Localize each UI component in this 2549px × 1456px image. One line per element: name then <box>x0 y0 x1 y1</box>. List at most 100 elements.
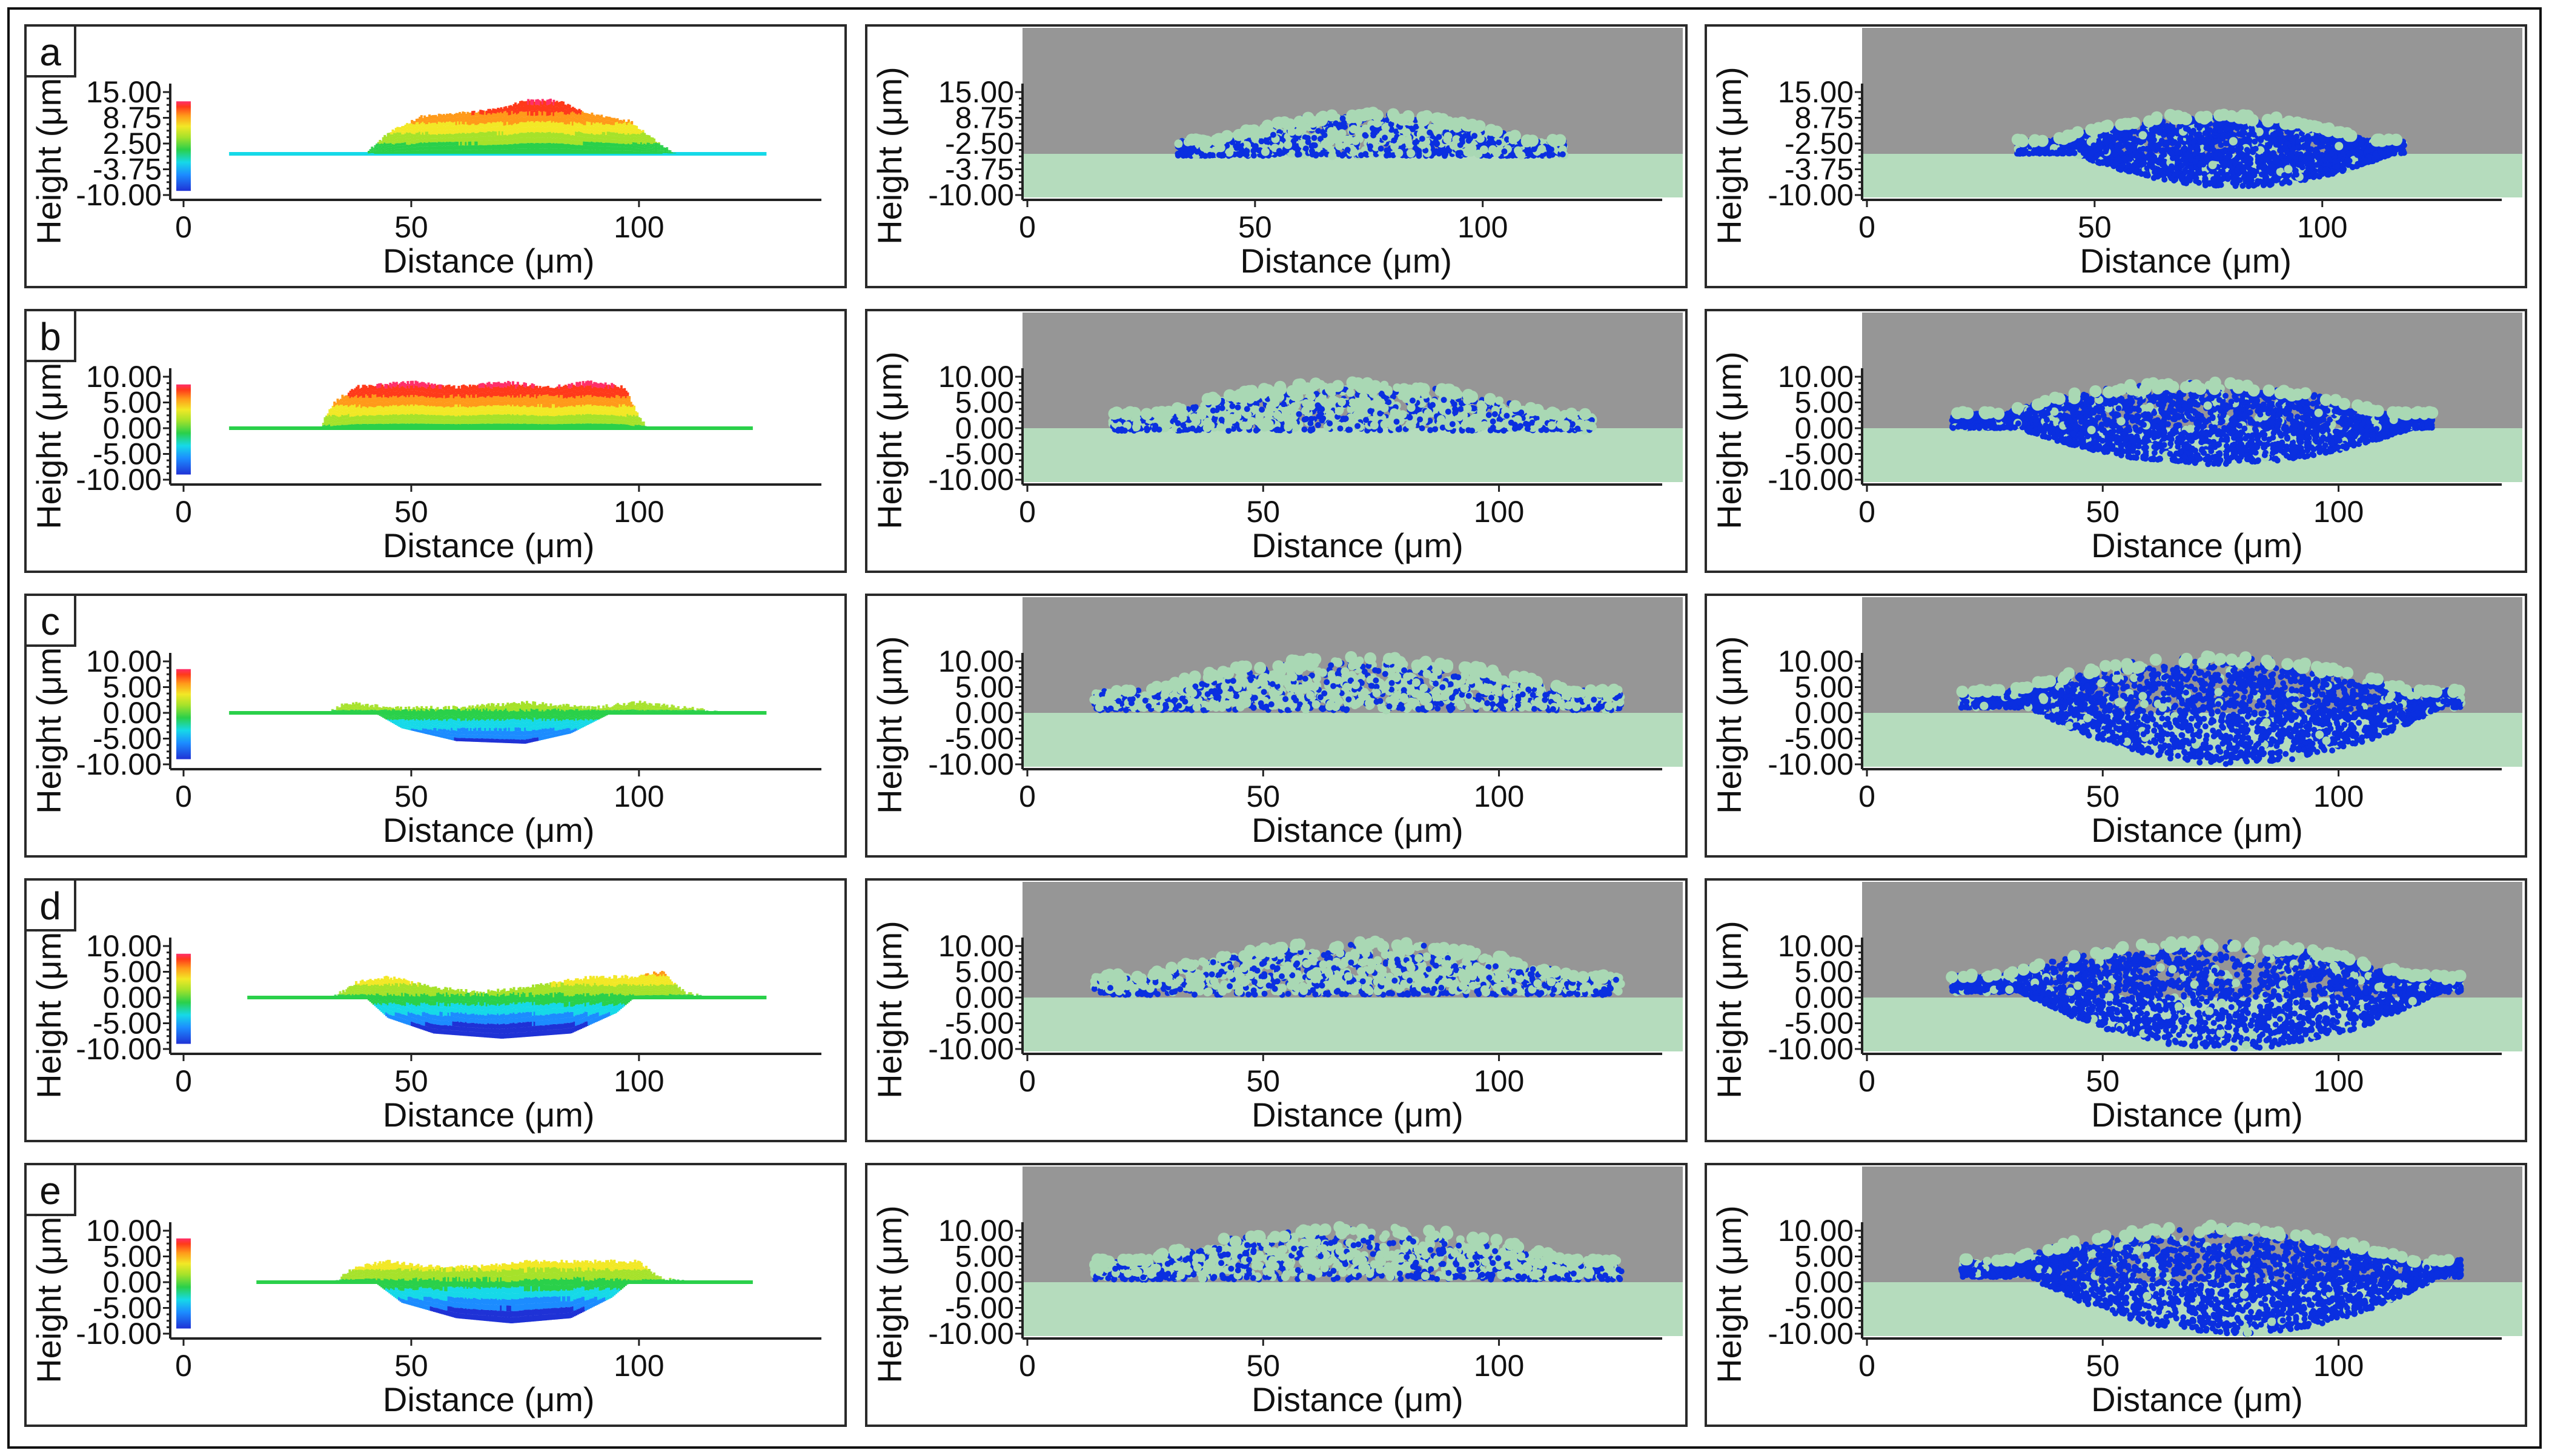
particle-green <box>1491 125 1503 138</box>
particle-blue <box>1220 152 1227 159</box>
particle-blue <box>1333 120 1339 127</box>
panel-a-sim-top: 15.008.75-2.50-3.75-10.000 50 100Distance … <box>865 24 1688 288</box>
x-tick-label: 0 <box>175 210 192 244</box>
particle-blue <box>1384 152 1390 159</box>
particle-green <box>1546 134 1559 146</box>
particle-blue <box>1419 136 1425 142</box>
particle-green <box>1284 141 1293 150</box>
particle-blue <box>1311 134 1318 141</box>
panel-a-profile: 15.008.752.50-3.75-10.00 0 50 100 Distance (… <box>24 24 847 288</box>
particle-blue <box>1302 145 1309 152</box>
particle-blue <box>1525 150 1531 157</box>
particle-blue <box>1270 131 1276 138</box>
particle-green <box>1327 127 1336 136</box>
particle-blue <box>1178 151 1185 157</box>
row-label-box <box>24 24 76 78</box>
particle-green <box>1509 130 1521 142</box>
particle-green <box>1419 141 1427 149</box>
x-tick-label: 0 <box>1019 210 1036 244</box>
particle-blue <box>1367 143 1373 150</box>
particle-green <box>1394 148 1404 157</box>
outer-border <box>7 7 2542 1449</box>
particle-green <box>1325 109 1338 122</box>
particle-blue <box>1202 153 1208 159</box>
y-axis-label: Height (μm) <box>30 67 68 245</box>
particle-blue <box>1440 147 1447 153</box>
particle-blue <box>1391 137 1397 144</box>
particle-green <box>1397 134 1407 144</box>
particle-cloud <box>1174 107 1569 160</box>
particle-green <box>1328 151 1337 160</box>
particle-blue <box>1294 146 1301 153</box>
particle-green <box>1243 125 1255 138</box>
particle-green <box>1437 116 1450 128</box>
particle-blue <box>1547 151 1554 157</box>
particle-green <box>1351 136 1360 145</box>
particle-blue <box>1559 151 1566 157</box>
particle-blue <box>1501 148 1508 154</box>
y-tick-label: 15.00 <box>86 75 162 109</box>
particle-blue <box>1382 134 1388 141</box>
particle-blue <box>1258 138 1265 145</box>
particle-blue <box>1471 133 1478 139</box>
particle-green <box>1174 139 1183 148</box>
x-tick-label: 50 <box>394 210 428 244</box>
particle-green <box>1468 144 1477 153</box>
particle-blue <box>1459 136 1465 143</box>
particle-green <box>1367 107 1379 119</box>
particle-green <box>1349 125 1358 134</box>
y-tick-label: 2.50 <box>103 127 162 160</box>
particle-green <box>1198 135 1211 148</box>
particle-blue <box>1358 152 1365 159</box>
particle-blue <box>1339 115 1346 122</box>
x-tick-label: 100 <box>1457 210 1508 244</box>
particle-blue <box>1362 132 1368 139</box>
particle-blue <box>1304 135 1311 141</box>
particle-green <box>1449 117 1462 130</box>
particle-green <box>1185 133 1198 146</box>
particle-blue <box>1384 147 1390 154</box>
x-axis-label: Distance (μm) <box>1240 242 1452 280</box>
y-tick-label: -3.75 <box>93 153 162 187</box>
particle-green <box>1337 129 1347 138</box>
particle-green <box>1233 128 1245 141</box>
particle-green <box>1335 142 1344 150</box>
particle-blue <box>1455 150 1462 156</box>
particle-green <box>1514 146 1523 155</box>
particle-green <box>1444 132 1453 141</box>
particle-green <box>1396 113 1409 126</box>
particle-green <box>1520 135 1533 148</box>
particle-blue <box>1244 148 1250 154</box>
x-axis-label: Distance (μm) <box>383 242 595 280</box>
particle-green <box>1284 118 1296 131</box>
particle-blue <box>1427 129 1433 136</box>
y-tick-label: -10.00 <box>928 178 1014 212</box>
x-tick-label: 50 <box>1238 210 1272 244</box>
particle-green <box>1347 111 1360 124</box>
particle-blue <box>1416 148 1422 154</box>
particle-green <box>1294 127 1303 136</box>
particle-blue <box>1312 151 1319 157</box>
particle-green <box>1261 119 1274 132</box>
particle-green <box>1210 134 1223 147</box>
particle-blue <box>1546 146 1553 152</box>
colorbar <box>176 101 191 191</box>
profile-surface <box>364 98 677 156</box>
particle-blue <box>1276 148 1282 154</box>
particle-blue <box>1436 134 1442 141</box>
particle-blue <box>1377 145 1384 152</box>
particle-green <box>1492 148 1501 157</box>
particle-green <box>1261 147 1270 156</box>
particle-green <box>1416 111 1429 124</box>
panel-border <box>24 24 847 288</box>
particle-blue <box>1188 149 1195 156</box>
particle-blue <box>1237 152 1243 158</box>
y-tick-label: 8.75 <box>103 101 162 135</box>
y-axis-label: Height (μm) <box>870 67 909 245</box>
row-label: a <box>39 30 61 74</box>
particle-blue <box>1410 126 1416 133</box>
y-tick-label: -10.00 <box>76 178 162 212</box>
particle-blue <box>1370 132 1377 139</box>
particle-blue <box>1250 148 1257 154</box>
